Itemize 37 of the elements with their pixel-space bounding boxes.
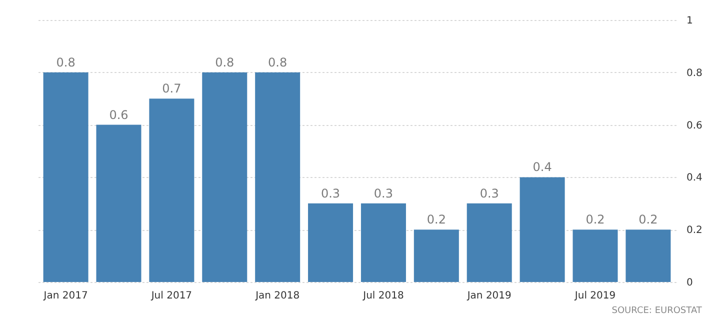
y-tick-label: 0 xyxy=(686,278,693,288)
bar xyxy=(43,72,88,282)
data-label: 0.2 xyxy=(586,212,605,227)
x-tick-label: Jan 2019 xyxy=(466,290,512,302)
data-label: 0.6 xyxy=(109,108,128,122)
x-tick-label: Jul 2018 xyxy=(362,290,404,302)
data-label: 0.8 xyxy=(56,55,76,70)
bar xyxy=(96,124,142,282)
data-label: 0.3 xyxy=(480,186,499,200)
x-tick-label: Jul 2017 xyxy=(150,290,192,302)
source-note: SOURCE: EUROSTAT xyxy=(612,306,702,316)
bar xyxy=(520,177,565,282)
bar xyxy=(308,203,354,282)
data-label: 0.3 xyxy=(320,186,340,200)
data-label: 0.3 xyxy=(374,186,394,200)
data-label: 0.2 xyxy=(638,212,658,227)
bar xyxy=(360,203,406,282)
x-tick-label: Jul 2019 xyxy=(574,290,616,302)
y-tick-label: 0.2 xyxy=(686,225,702,236)
x-tick-label: Jan 2017 xyxy=(42,290,88,302)
x-tick-label: Jan 2018 xyxy=(254,290,300,302)
bar xyxy=(414,230,459,282)
data-label: 0.8 xyxy=(268,55,288,70)
y-tick-label: 0.4 xyxy=(686,172,702,184)
bar xyxy=(149,98,194,282)
y-tick-label: 0.6 xyxy=(686,120,702,132)
y-tick-label: 1 xyxy=(686,16,693,26)
bar xyxy=(626,230,671,282)
bar xyxy=(255,72,300,282)
y-tick-label: 0.8 xyxy=(686,68,702,79)
data-label: 0.2 xyxy=(426,212,446,227)
bar xyxy=(202,72,248,282)
data-label: 0.4 xyxy=(532,160,552,174)
data-label: 0.8 xyxy=(215,55,234,70)
bar xyxy=(466,203,512,282)
data-label: 0.7 xyxy=(162,82,182,96)
bar xyxy=(572,230,618,282)
